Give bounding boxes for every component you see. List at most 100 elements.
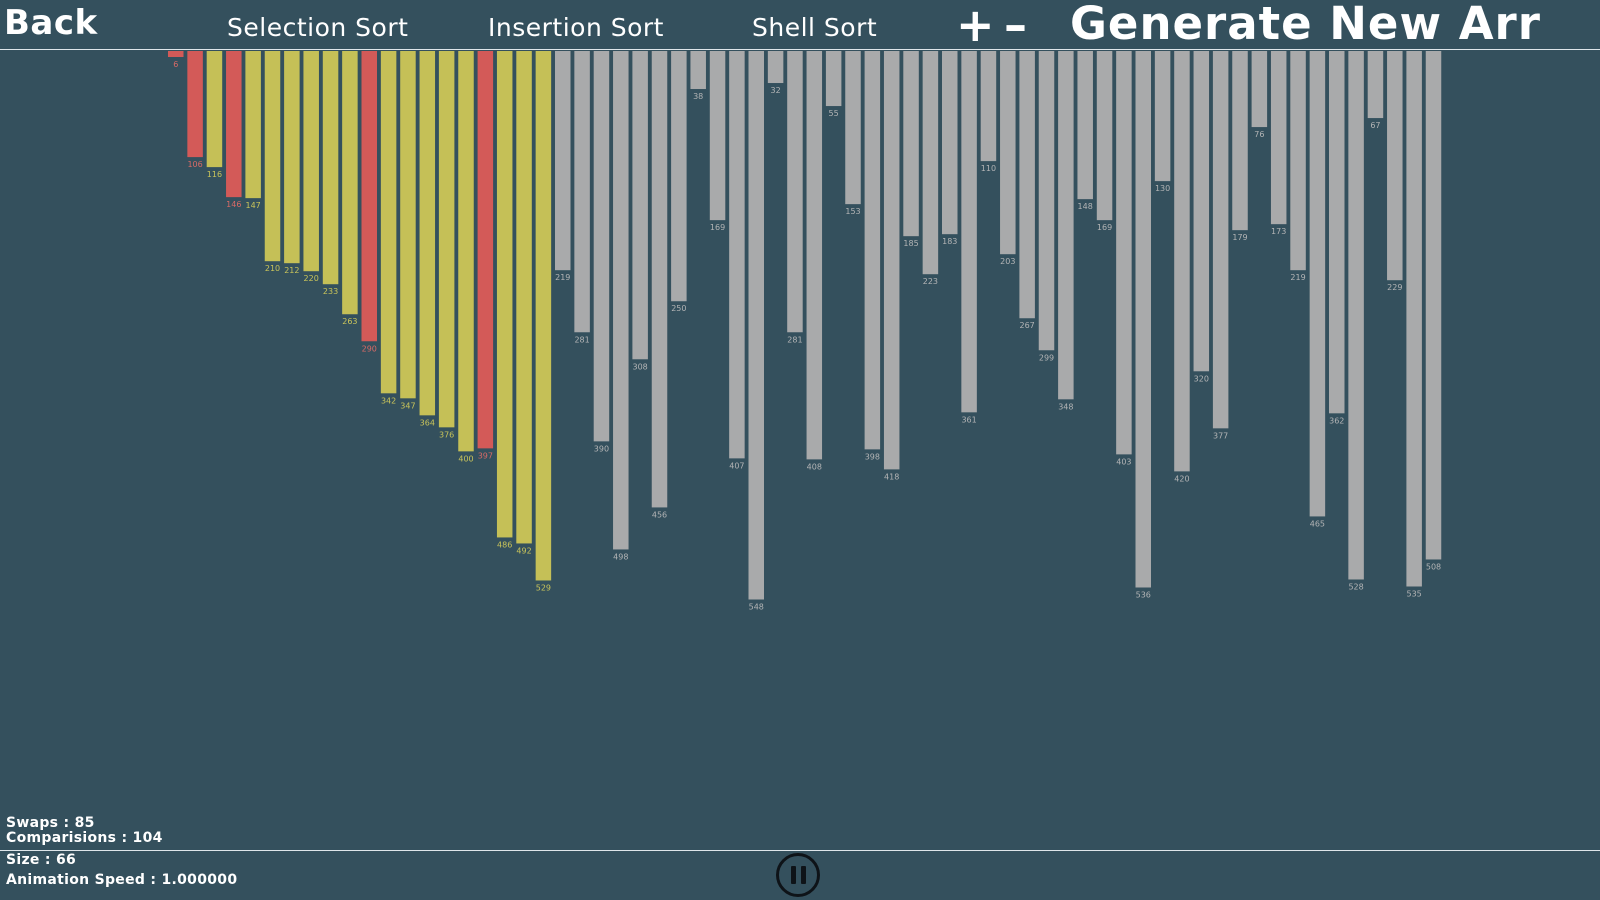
bar-label: 263: [342, 317, 357, 326]
bar-label: 212: [284, 266, 299, 275]
swaps-counter: Swaps : 85: [6, 815, 95, 831]
bar: [516, 51, 532, 544]
bar: [1329, 51, 1345, 414]
size-label: Size : 66: [6, 852, 77, 868]
bar: [748, 51, 764, 600]
bar: [1232, 51, 1248, 231]
bar: [903, 51, 919, 237]
insertion-sort-button[interactable]: Insertion Sort: [488, 13, 664, 42]
bar: [942, 51, 958, 235]
bar: [1309, 51, 1326, 517]
bar-label: 498: [613, 552, 628, 561]
bar-label: 281: [787, 335, 802, 344]
bar-label: 32: [771, 86, 781, 95]
bar-label: 6: [173, 60, 178, 69]
bar: [632, 51, 648, 360]
bottom-divider: [0, 850, 1600, 851]
bar-label: 418: [884, 472, 899, 481]
bar: [613, 51, 629, 550]
bar: [361, 51, 377, 342]
bar: [264, 51, 281, 262]
bar-label: 528: [1348, 582, 1363, 591]
bar-label: 147: [246, 201, 261, 210]
bar: [1193, 51, 1210, 372]
bar-label: 348: [1058, 402, 1073, 411]
back-button[interactable]: Back: [4, 3, 98, 43]
bar: [883, 51, 900, 470]
bar: [400, 51, 416, 399]
bar: [787, 51, 803, 333]
bar: [671, 51, 687, 302]
bar-label: 146: [226, 200, 241, 209]
bar-label: 169: [1097, 223, 1112, 232]
bar: [303, 51, 319, 272]
bar-label: 390: [594, 444, 609, 453]
bar-label: 55: [829, 109, 839, 118]
bar-label: 320: [1194, 374, 1209, 383]
bar-label: 299: [1039, 353, 1054, 362]
bar: [1135, 51, 1151, 588]
bar: [593, 51, 610, 442]
bar-label: 250: [671, 304, 686, 313]
bar-label: 203: [1000, 257, 1015, 266]
bar-label: 492: [516, 546, 531, 555]
bar-label: 364: [420, 418, 435, 427]
bar: [245, 51, 261, 199]
bar-label: 398: [865, 452, 880, 461]
bar: [961, 51, 977, 413]
bar: [845, 51, 861, 205]
bar-label: 408: [807, 462, 822, 471]
bar-label: 233: [323, 287, 338, 296]
bar-label: 219: [1290, 273, 1305, 282]
bar-label: 210: [265, 264, 280, 273]
animation-speed-label: Animation Speed : 1.000000: [6, 872, 238, 888]
bar-label: 183: [942, 237, 957, 246]
bar: [477, 51, 494, 449]
bar: [980, 51, 997, 162]
bar: [767, 51, 784, 84]
bar-label: 308: [633, 362, 648, 371]
bar-label: 420: [1174, 474, 1189, 483]
bar: [651, 51, 668, 508]
bar-label: 400: [458, 454, 473, 463]
bar: [284, 51, 300, 264]
bar: [1077, 51, 1093, 200]
bar: [342, 51, 358, 315]
bar: [1348, 51, 1364, 580]
bar: [729, 51, 745, 459]
bar: [1174, 51, 1190, 472]
decrease-size-button[interactable]: –: [1004, 0, 1028, 52]
bar: [1290, 51, 1306, 271]
bar: [1154, 51, 1171, 182]
bar: [825, 51, 842, 107]
bar-label: 397: [478, 451, 493, 460]
increase-size-button[interactable]: +: [956, 0, 996, 52]
bar: [322, 51, 339, 285]
bar: [496, 51, 513, 538]
shell-sort-button[interactable]: Shell Sort: [752, 13, 878, 42]
bar-label: 219: [555, 273, 570, 282]
bar-label: 106: [187, 160, 202, 169]
bar-label: 173: [1271, 227, 1286, 236]
bar-label: 535: [1407, 589, 1422, 598]
bar: [1270, 51, 1287, 225]
bar-label: 362: [1329, 416, 1344, 425]
bar-label: 220: [304, 274, 319, 283]
bar-label: 148: [1078, 202, 1093, 211]
bar-label: 508: [1426, 562, 1441, 571]
bar-label: 38: [693, 92, 703, 101]
bar-label: 223: [923, 277, 938, 286]
selection-sort-button[interactable]: Selection Sort: [227, 13, 409, 42]
bar: [168, 51, 184, 58]
bar: [1096, 51, 1113, 221]
bar: [380, 51, 397, 394]
bar: [922, 51, 939, 275]
generate-new-array-button[interactable]: Generate New Arr: [1070, 0, 1541, 50]
bar: [690, 51, 706, 90]
bar-label: 377: [1213, 431, 1228, 440]
bar-label: 403: [1116, 457, 1131, 466]
bar: [1251, 51, 1268, 128]
pause-button[interactable]: [776, 853, 820, 897]
bar: [1038, 51, 1055, 351]
